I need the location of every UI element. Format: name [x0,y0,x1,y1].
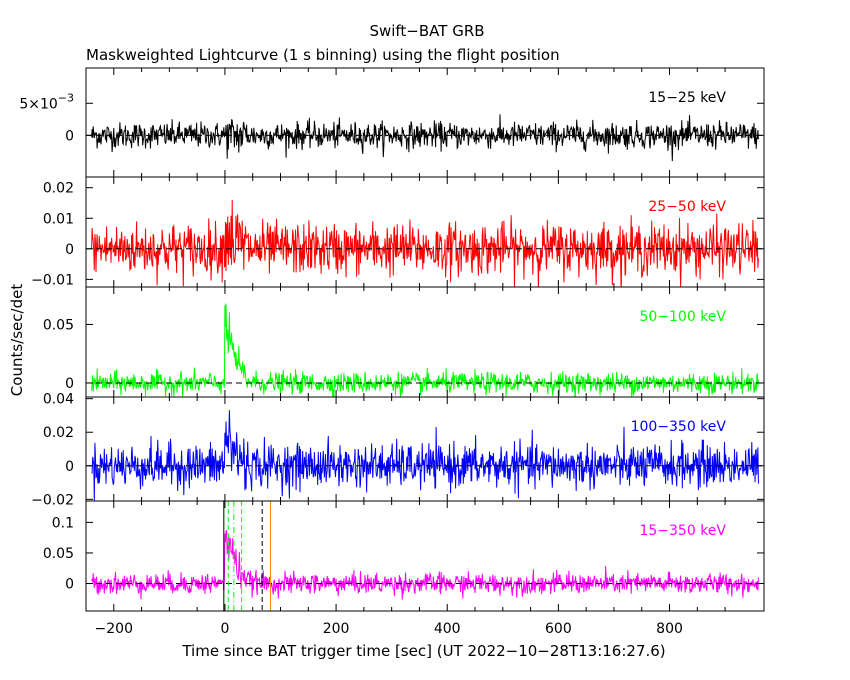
y-tick-label-5-2: 0.05 [43,546,74,562]
y-tick-label-1-2: 5×10−3 [19,91,74,112]
band-label-4: 100−350 keV [631,419,727,435]
x-tick-label-2: 0 [220,621,229,637]
y-tick-label-2-2: 0 [65,242,74,258]
y-axis-label: Counts/sec/det [8,284,26,397]
series-line-3 [91,303,759,397]
panel-3: 0 0.05 50−100 keV [43,286,765,398]
x-tick-labels: −200 0 200 400 600 800 [95,621,683,637]
panels-group: 0 5×10−3 15−25 keV −0.01 0 0.01 0.02 25−50 keV 0… [19,67,765,612]
series-line-2 [91,199,759,287]
x-tick-label-4: 400 [434,621,461,637]
panel-frame-5 [85,500,765,612]
y-tick-label-2-1: −0.01 [31,272,74,288]
panel-5: 0 0.05 0.1 15−350 keV [43,500,765,612]
band-label-3: 50−100 keV [639,309,726,325]
panel-2: −0.01 0 0.01 0.02 25−50 keV [31,176,765,288]
series-line-5 [91,529,759,600]
panel-4: −0.02 0 0.02 0.04 100−350 keV [31,392,765,508]
y-tick-label-2-4: 0.02 [43,181,74,197]
band-label-5: 15−350 keV [639,523,726,539]
x-tick-label-6: 800 [656,621,683,637]
panel-1: 0 5×10−3 15−25 keV [19,67,765,178]
y-tick-label-4-3: 0.02 [43,425,74,441]
y-tick-label-1-1: 0 [65,128,74,144]
panel-frame-1 [85,67,765,178]
y-tick-label-3-1: 0 [65,376,74,392]
y-tick-label-4-4: 0.04 [43,392,74,408]
y-tick-label-4-2: 0 [65,459,74,475]
x-tick-label-1: −200 [95,621,133,637]
series-line-1 [91,114,759,162]
y-tick-label-5-3: 0.1 [52,515,74,531]
y-tick-label-2-3: 0.01 [43,211,74,227]
chart-subtitle: Maskweighted Lightcurve (1 s binning) us… [86,46,560,64]
x-tick-label-3: 200 [323,621,350,637]
y-tick-label-3-2: 0.05 [43,317,74,333]
band-label-1: 15−25 keV [648,90,726,106]
panel-frame-4 [85,396,765,502]
x-tick-label-5: 600 [545,621,572,637]
series-line-4 [91,410,759,501]
band-label-2: 25−50 keV [648,199,726,215]
y-tick-label-5-1: 0 [65,577,74,593]
x-axis-label: Time since BAT trigger time [sec] (UT 20… [181,642,665,660]
chart-title: Swift−BAT GRB [369,22,484,40]
y-tick-label-4-1: −0.02 [31,492,74,508]
